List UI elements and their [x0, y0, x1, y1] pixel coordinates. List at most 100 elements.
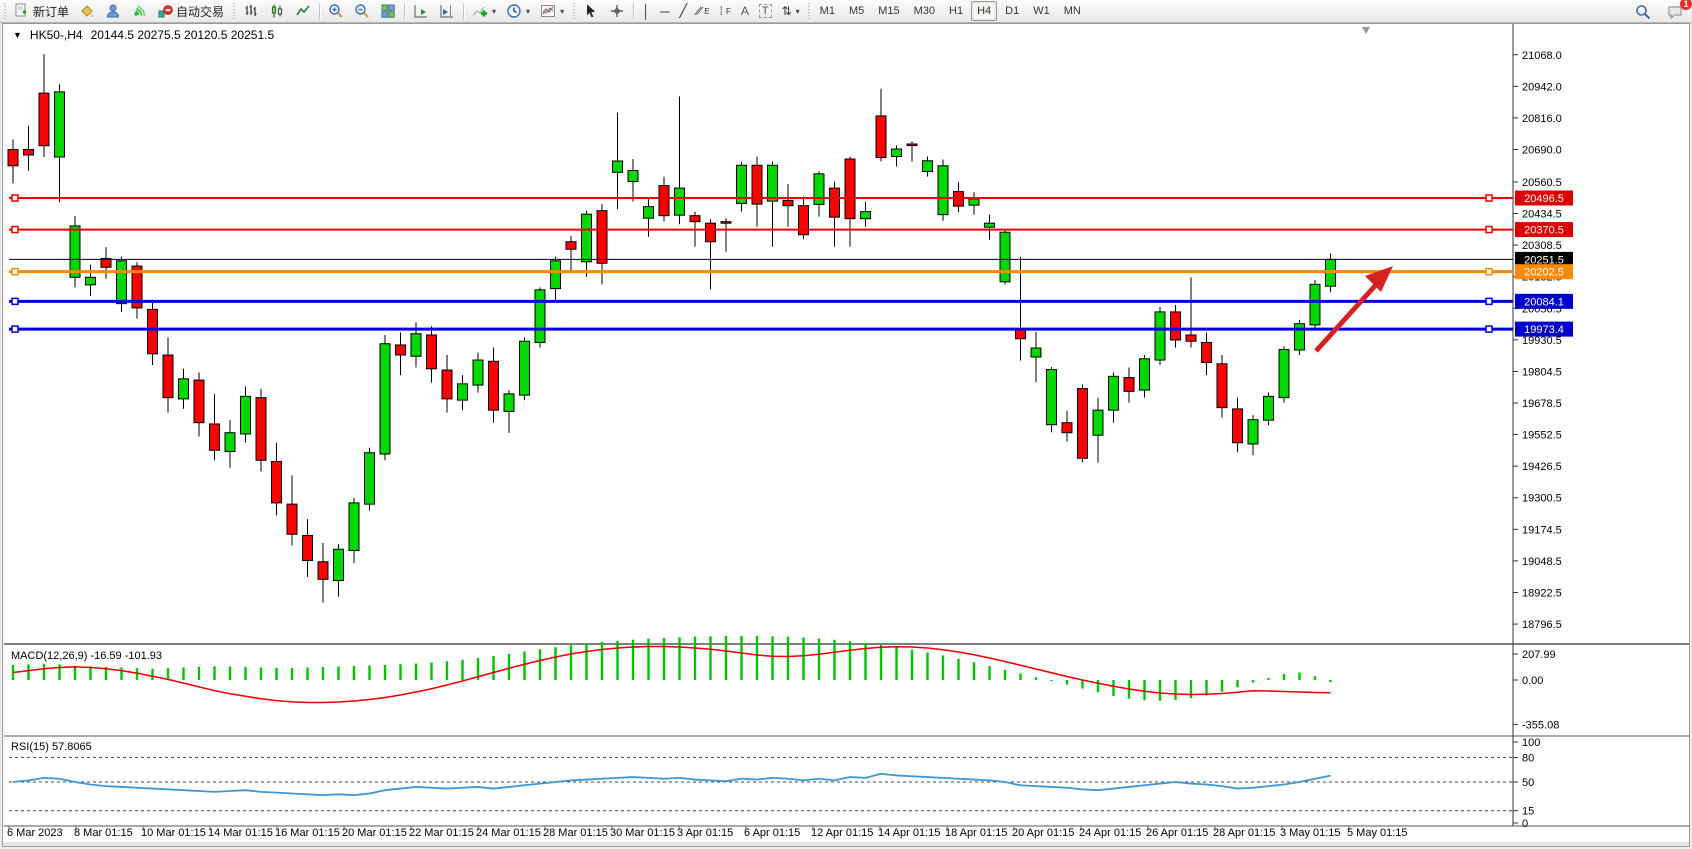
publisher-button[interactable] [100, 0, 126, 22]
line-handle[interactable] [1485, 267, 1493, 276]
time-axis-label[interactable]: 10 Mar 01:15 [141, 827, 206, 839]
line-handle[interactable] [1485, 297, 1493, 306]
auto-trading-button[interactable]: 自动交易 [152, 0, 229, 22]
zoom-out-button[interactable] [349, 0, 375, 22]
bar-chart-button[interactable] [238, 0, 264, 22]
time-axis-label[interactable]: 3 May 01:15 [1280, 827, 1341, 839]
time-axis-label[interactable]: 24 Apr 01:15 [1079, 827, 1141, 839]
new-order-button[interactable]: 新订单 [9, 0, 74, 22]
time-axis-label[interactable]: 16 Mar 01:15 [275, 827, 340, 839]
line-handle[interactable] [1485, 194, 1493, 202]
toolbar-grip[interactable] [806, 3, 812, 19]
time-axis-label[interactable]: 28 Apr 01:15 [1213, 827, 1275, 839]
timeframe-button-h4[interactable]: H4 [971, 1, 998, 21]
chart-window[interactable]: 21068.0 20942.0 20816.0 20690.0 20560.5 20434… [2, 23, 1690, 847]
candle-body [906, 143, 918, 146]
line-handle[interactable] [11, 325, 19, 333]
candle-body [891, 148, 902, 158]
line-handle[interactable] [1485, 325, 1493, 333]
chart-dropdown-icon[interactable]: ▼ [13, 30, 22, 40]
text-label-button[interactable]: T [754, 0, 777, 22]
rsi-axis-label: 80 [1522, 752, 1534, 764]
candle-body [1154, 311, 1166, 361]
timeframe-button-h1[interactable]: H1 [949, 5, 964, 17]
timeframe-button-d1[interactable]: D1 [1005, 5, 1020, 17]
candle-body [1232, 408, 1243, 444]
line-handle[interactable] [11, 225, 19, 234]
trend-arrow-head[interactable] [1365, 266, 1393, 292]
chart-canvas[interactable]: 21068.0 20942.0 20816.0 20690.0 20560.5 20434… [3, 24, 1691, 846]
periods-button[interactable]: ▾ [501, 0, 535, 22]
time-axis-label[interactable]: 26 Apr 01:15 [1146, 827, 1208, 839]
timeframe-button-m5[interactable]: M5 [848, 5, 865, 17]
time-axis-label[interactable]: 24 Mar 01:15 [476, 827, 541, 839]
notifications-button[interactable]: 1 [1662, 0, 1692, 23]
toolbar-grip[interactable] [231, 3, 237, 19]
time-axis-label[interactable]: 22 Mar 01:15 [409, 827, 474, 839]
chart-shift-marker[interactable] [1362, 27, 1370, 34]
line-handle[interactable] [11, 194, 19, 202]
time-axis-label[interactable]: 18 Apr 01:15 [945, 827, 1007, 839]
time-axis-label[interactable]: 20 Mar 01:15 [342, 827, 407, 839]
candle-body [379, 343, 391, 455]
line-handle[interactable] [11, 267, 19, 276]
time-axis-label[interactable]: 30 Mar 01:15 [610, 827, 675, 839]
price-axis-label: 19930.5 [1522, 335, 1562, 347]
toolbar-grip[interactable] [2, 3, 7, 19]
auto-scroll-button[interactable] [408, 0, 434, 22]
horizontal-scrollbar[interactable] [3, 842, 1689, 846]
cursor-button[interactable] [578, 0, 604, 22]
candle-body [85, 276, 96, 286]
time-axis-label[interactable]: 12 Apr 01:15 [811, 827, 873, 839]
horizontal-line-button[interactable]: ─ [655, 0, 674, 22]
candlestick-chart-button[interactable] [264, 0, 290, 22]
signal-button[interactable] [126, 0, 152, 22]
time-axis-label[interactable]: 20 Apr 01:15 [1012, 827, 1074, 839]
macd-axis-label: 207.99 [1522, 649, 1556, 661]
fibonacci-button[interactable]: ⁞ F [715, 0, 736, 22]
candle-body [1139, 358, 1150, 391]
timeframe-button-m30[interactable]: M30 [913, 5, 936, 17]
zoom-in-button[interactable] [323, 0, 349, 22]
timeframe-button-w1[interactable]: W1 [1033, 5, 1050, 17]
vertical-line-button[interactable]: │ [637, 0, 655, 22]
time-axis-label[interactable]: 6 Apr 01:15 [744, 827, 800, 839]
templates-button[interactable]: ▾ [535, 0, 569, 22]
time-axis-label[interactable]: 28 Mar 01:15 [543, 827, 608, 839]
zoom-in-icon [329, 4, 343, 18]
line-chart-button[interactable] [290, 0, 316, 22]
search-button[interactable] [1630, 1, 1656, 23]
candle-body [534, 289, 546, 343]
line-handle[interactable] [1485, 225, 1493, 234]
time-axis-label[interactable]: 3 Apr 01:15 [677, 827, 733, 839]
crosshair-button[interactable] [604, 0, 630, 22]
line-handle[interactable] [11, 297, 19, 306]
candle-body [581, 213, 592, 263]
new-order-label: 新订单 [33, 4, 70, 19]
time-axis-label[interactable]: 6 Mar 2023 [7, 827, 63, 839]
time-axis-label[interactable]: 5 May 01:15 [1347, 827, 1408, 839]
trend-arrow-shaft[interactable] [1314, 274, 1386, 353]
trendline-icon: ╱ [679, 3, 688, 18]
toolbar-grip[interactable] [571, 3, 577, 19]
trendline-button[interactable]: ╱ [674, 0, 692, 22]
tile-windows-button[interactable] [375, 0, 401, 22]
time-axis-label[interactable]: 14 Apr 01:15 [878, 827, 940, 839]
time-axis-label[interactable]: 14 Mar 01:15 [208, 827, 273, 839]
indicators-button[interactable]: ▾ [467, 0, 501, 22]
auto-trading-label: 自动交易 [176, 4, 225, 19]
arrows-button[interactable]: ⇅ ▾ [777, 0, 805, 22]
price-axis-label: 20308.5 [1522, 240, 1562, 252]
candle-body [968, 198, 980, 206]
equidistant-channel-icon: ∕∕ [697, 4, 702, 18]
equidistant-channel-button[interactable]: ∕∕ E [692, 0, 714, 22]
candle-body [1108, 375, 1119, 411]
time-axis-label[interactable]: 8 Mar 01:15 [74, 827, 133, 839]
paint-bucket-button[interactable] [74, 0, 100, 22]
timeframe-button-m15[interactable]: M15 [878, 5, 900, 17]
timeframe-button-mn[interactable]: MN [1063, 5, 1081, 17]
timeframe-button-m1[interactable]: M1 [819, 5, 835, 17]
text-button[interactable]: A [736, 0, 754, 22]
new-order-icon [15, 3, 26, 17]
chart-shift-button[interactable] [434, 0, 460, 22]
